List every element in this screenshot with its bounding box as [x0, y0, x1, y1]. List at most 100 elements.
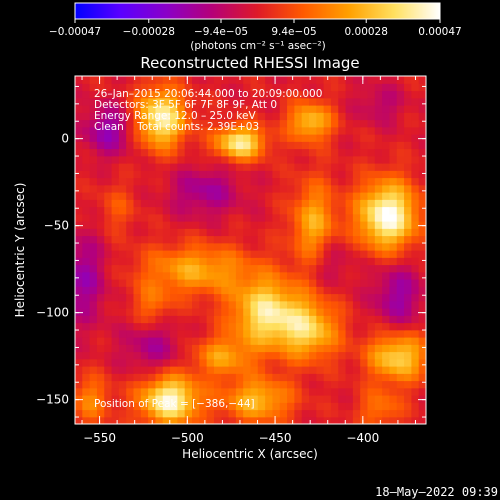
heatmap-cell [148, 279, 157, 287]
heatmap-cell [155, 279, 164, 287]
heatmap-cell [352, 155, 361, 164]
heatmap-cell [404, 402, 412, 411]
heatmap-cell [111, 112, 120, 121]
heatmap-cell [338, 271, 347, 280]
heatmap-cell [272, 344, 281, 353]
heatmap-cell [96, 279, 105, 287]
heatmap-cell [206, 337, 215, 345]
heatmap-cell [330, 380, 339, 389]
heatmap-cell [148, 155, 157, 164]
heatmap-cell [301, 293, 310, 302]
heatmap-cell [199, 134, 208, 142]
heatmap-cell [279, 293, 288, 302]
heatmap-cell [352, 315, 361, 324]
heatmap-cell [177, 293, 186, 302]
heatmap-cell [338, 250, 347, 258]
heatmap-cell [133, 329, 142, 338]
heatmap-cell [199, 206, 208, 215]
heatmap-cell [111, 315, 120, 324]
heatmap-cell [126, 387, 135, 396]
heatmap-cell [126, 90, 135, 99]
heatmap-cell [382, 126, 391, 135]
heatmap-cell [155, 119, 164, 128]
heatmap-cell [82, 373, 91, 382]
heatmap-cell [170, 228, 178, 237]
heatmap-cell [235, 373, 244, 382]
heatmap-cell [89, 257, 98, 266]
heatmap-cell [367, 387, 376, 396]
heatmap-cell [316, 300, 325, 309]
heatmap-cell [411, 105, 420, 113]
heatmap-cell [330, 105, 339, 113]
heatmap-cell [279, 221, 288, 229]
heatmap-cell [396, 105, 405, 113]
heatmap-cell [104, 387, 113, 396]
heatmap-cell [418, 177, 426, 186]
heatmap-cell [162, 148, 171, 157]
heatmap-cell [111, 119, 120, 128]
heatmap-cell [309, 373, 317, 382]
heatmap-cell [199, 387, 208, 396]
heatmap-cell [148, 358, 157, 367]
heatmap-cell [294, 373, 303, 382]
heatmap-cell [330, 141, 339, 150]
heatmap-cell [235, 286, 244, 295]
heatmap-cell [330, 322, 339, 331]
heatmap-cell [279, 337, 288, 345]
heatmap-cell [170, 221, 178, 229]
heatmap-cell [89, 126, 98, 135]
peak-position-label: Position of Peak = [−386,−44] [94, 398, 255, 410]
heatmap-cell [133, 184, 142, 193]
heatmap-cell [404, 126, 412, 135]
heatmap-cell [265, 308, 274, 316]
heatmap-cell [367, 148, 376, 157]
heatmap-cell [199, 228, 208, 237]
heatmap-cell [126, 308, 135, 316]
heatmap-cell [89, 105, 98, 113]
heatmap-cell [287, 395, 295, 403]
heatmap-cell [75, 155, 83, 164]
heatmap-cell [374, 409, 383, 418]
heatmap-cell [213, 300, 222, 309]
heatmap-cell [199, 271, 208, 280]
heatmap-cell [126, 344, 135, 353]
heatmap-cell [294, 358, 303, 367]
heatmap-cell [75, 163, 83, 171]
heatmap-cell [272, 271, 281, 280]
colorbar-units: (photons cm⁻² s⁻¹ asec⁻²) [190, 40, 325, 52]
heatmap-cell [389, 257, 398, 266]
heatmap-cell [396, 112, 405, 121]
heatmap-cell [404, 308, 412, 316]
heatmap-cell [133, 286, 142, 295]
heatmap-cell [177, 264, 186, 273]
heatmap-cell [75, 409, 83, 418]
heatmap-cell [257, 134, 266, 142]
heatmap-cell [89, 170, 98, 179]
heatmap-cell [411, 163, 420, 171]
heatmap-cell [360, 221, 369, 229]
heatmap-cell [155, 409, 164, 418]
heatmap-cell [382, 286, 391, 295]
heatmap-cell [250, 329, 259, 338]
heatmap-cell [374, 155, 383, 164]
heatmap-cell [367, 380, 376, 389]
heatmap-cell [162, 112, 171, 121]
heatmap-cell [272, 409, 281, 418]
heatmap-cell [250, 163, 259, 171]
heatmap-cell [257, 329, 266, 338]
heatmap-cell [345, 416, 354, 424]
heatmap-cell [126, 228, 135, 237]
heatmap-cell [294, 395, 303, 403]
heatmap-cell [228, 155, 237, 164]
heatmap-cell [162, 177, 171, 186]
heatmap-cell [177, 308, 186, 316]
heatmap-cell [148, 322, 157, 331]
heatmap-cell [265, 90, 274, 99]
heatmap-cell [367, 235, 376, 244]
heatmap-cell [352, 242, 361, 251]
heatmap-cell [360, 148, 369, 157]
heatmap-cell [279, 213, 288, 222]
heatmap-cell [243, 257, 252, 266]
heatmap-cell [338, 170, 347, 179]
heatmap-cell [265, 293, 274, 302]
